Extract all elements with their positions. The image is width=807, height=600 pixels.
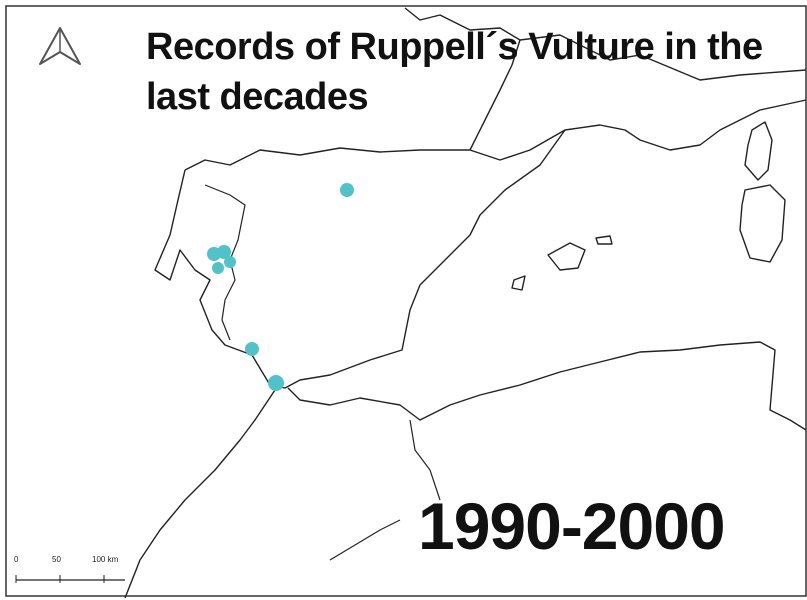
period-label: 1990-2000 xyxy=(418,489,726,563)
map-frame xyxy=(5,5,807,597)
border xyxy=(409,419,441,501)
scale-label: 100 km xyxy=(92,555,119,564)
record-point xyxy=(340,183,354,197)
record-point xyxy=(245,342,259,356)
map-title: Records of Ruppell´s Vulture in the last… xyxy=(146,26,763,118)
island xyxy=(595,235,613,245)
record-point xyxy=(268,375,284,391)
island xyxy=(744,121,773,181)
border xyxy=(329,519,401,561)
coastline xyxy=(184,99,807,171)
island xyxy=(511,275,526,291)
coastline xyxy=(124,389,276,599)
record-point xyxy=(224,256,236,268)
island xyxy=(547,242,586,271)
coastline xyxy=(404,7,807,81)
scale-label: 0 xyxy=(14,555,19,564)
coastline xyxy=(469,39,521,151)
scale-bar: 0 50 100 km xyxy=(14,555,125,583)
record-point xyxy=(212,262,224,274)
scale-label: 50 xyxy=(52,555,61,564)
record-point xyxy=(217,245,231,259)
coastline xyxy=(287,341,807,431)
island xyxy=(739,184,786,263)
record-points xyxy=(207,183,354,391)
